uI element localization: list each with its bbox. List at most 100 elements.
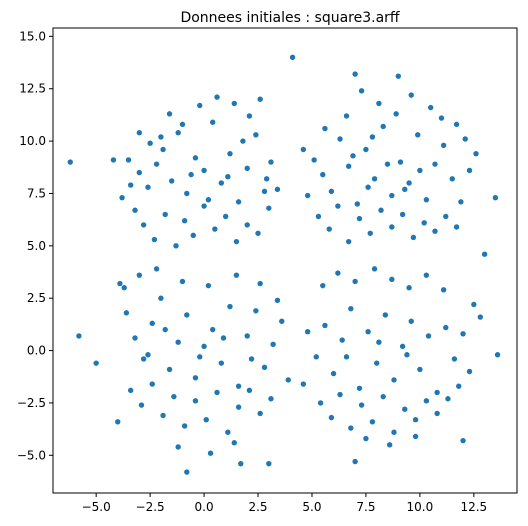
y-tick-label: 12.5 xyxy=(19,82,46,96)
scatter-point xyxy=(304,329,311,335)
scatter-point xyxy=(151,236,158,243)
scatter-point xyxy=(253,308,259,314)
scatter-point xyxy=(270,341,276,347)
scatter-point xyxy=(380,393,386,400)
scatter-point xyxy=(263,176,270,182)
scatter-point xyxy=(402,186,408,192)
scatter-point xyxy=(473,150,479,157)
y-tick-label: 5.0 xyxy=(27,239,46,253)
scatter-point xyxy=(121,285,127,291)
y-tick-label: 0.0 xyxy=(27,344,46,358)
scatter-point xyxy=(136,130,143,136)
scatter-point xyxy=(358,88,365,94)
scatter-point xyxy=(443,213,449,220)
scatter-point xyxy=(149,381,155,387)
scatter-point xyxy=(227,150,233,157)
scatter-point xyxy=(201,167,207,174)
scatter-point xyxy=(456,383,462,389)
scatter-point xyxy=(343,354,350,360)
scatter-point xyxy=(175,130,181,136)
scatter-point xyxy=(423,398,430,404)
scatter-point xyxy=(188,171,194,178)
scatter-point xyxy=(67,159,73,165)
scatter-point xyxy=(160,146,166,153)
scatter-point xyxy=(399,343,406,350)
scatter-point xyxy=(352,458,358,465)
scatter-point xyxy=(160,412,166,419)
scatter-point xyxy=(175,339,181,345)
scatter-point xyxy=(147,140,153,146)
scatter-point xyxy=(173,243,179,249)
scatter-point xyxy=(466,167,473,174)
scatter-point xyxy=(348,425,354,431)
scatter-point xyxy=(376,339,382,345)
scatter-point xyxy=(261,364,268,371)
x-tick-label: 5.0 xyxy=(302,500,321,514)
scatter-point xyxy=(315,213,322,220)
scatter-point xyxy=(417,167,423,174)
plot-area-frame xyxy=(52,27,518,494)
scatter-point xyxy=(125,157,132,163)
x-tick-label: 7.5 xyxy=(356,500,375,514)
scatter-point xyxy=(460,331,466,337)
scatter-point xyxy=(289,54,296,61)
scatter-point xyxy=(365,329,371,335)
scatter-point xyxy=(365,184,371,190)
scatter-point xyxy=(158,295,164,301)
scatter-point xyxy=(328,414,335,421)
scatter-point xyxy=(246,113,253,119)
scatter-point xyxy=(348,305,354,312)
scatter-point xyxy=(384,161,391,167)
scatter-point xyxy=(210,119,216,125)
scatter-point xyxy=(417,366,423,373)
scatter-point xyxy=(423,272,430,278)
scatter-point xyxy=(240,138,246,144)
scatter-point xyxy=(421,220,427,226)
x-axis: −5.0 −2.5 0.0 2.5 5.0 7.5 10.0 12.5 xyxy=(82,493,487,514)
scatter-point xyxy=(201,343,207,350)
scatter-point xyxy=(235,383,242,389)
scatter-point xyxy=(138,402,145,408)
scatter-point xyxy=(408,92,414,98)
scatter-point xyxy=(406,285,412,291)
scatter-point xyxy=(214,94,220,100)
scatter-point xyxy=(363,435,369,442)
scatter-point xyxy=(244,333,250,339)
scatter-point xyxy=(371,176,378,182)
scatter-point xyxy=(425,333,432,339)
scatter-point xyxy=(395,73,401,79)
scatter-point xyxy=(127,387,134,394)
scatter-point xyxy=(190,232,196,239)
scatter-point xyxy=(438,115,445,121)
scatter-point xyxy=(140,222,147,228)
scatter-point xyxy=(410,234,417,241)
scatter-point xyxy=(427,104,434,111)
scatter-point xyxy=(222,213,229,220)
scatter-point xyxy=(169,178,175,184)
scatter-point xyxy=(320,171,326,178)
scatter-point xyxy=(451,356,458,362)
scatter-point xyxy=(171,393,177,400)
scatter-point xyxy=(477,314,484,320)
scatter-point xyxy=(335,270,341,276)
scatter-point xyxy=(227,303,233,310)
scatter-point xyxy=(184,469,190,475)
scatter-point xyxy=(471,301,477,308)
y-tick-label: 10.0 xyxy=(19,134,46,148)
scatter-point xyxy=(117,280,123,287)
scatter-point xyxy=(322,322,328,329)
scatter-point xyxy=(432,161,438,167)
scatter-point xyxy=(352,71,358,77)
scatter-point xyxy=(238,460,244,467)
scatter-point xyxy=(179,278,186,285)
scatter-point xyxy=(356,385,363,391)
scatter-point xyxy=(132,207,138,213)
scatter-point xyxy=(466,368,473,375)
x-tick-label: 0.0 xyxy=(195,500,214,514)
scatter-point xyxy=(376,100,382,107)
scatter-point xyxy=(492,194,499,201)
scatter-point xyxy=(300,146,307,153)
scatter-point xyxy=(225,174,231,180)
